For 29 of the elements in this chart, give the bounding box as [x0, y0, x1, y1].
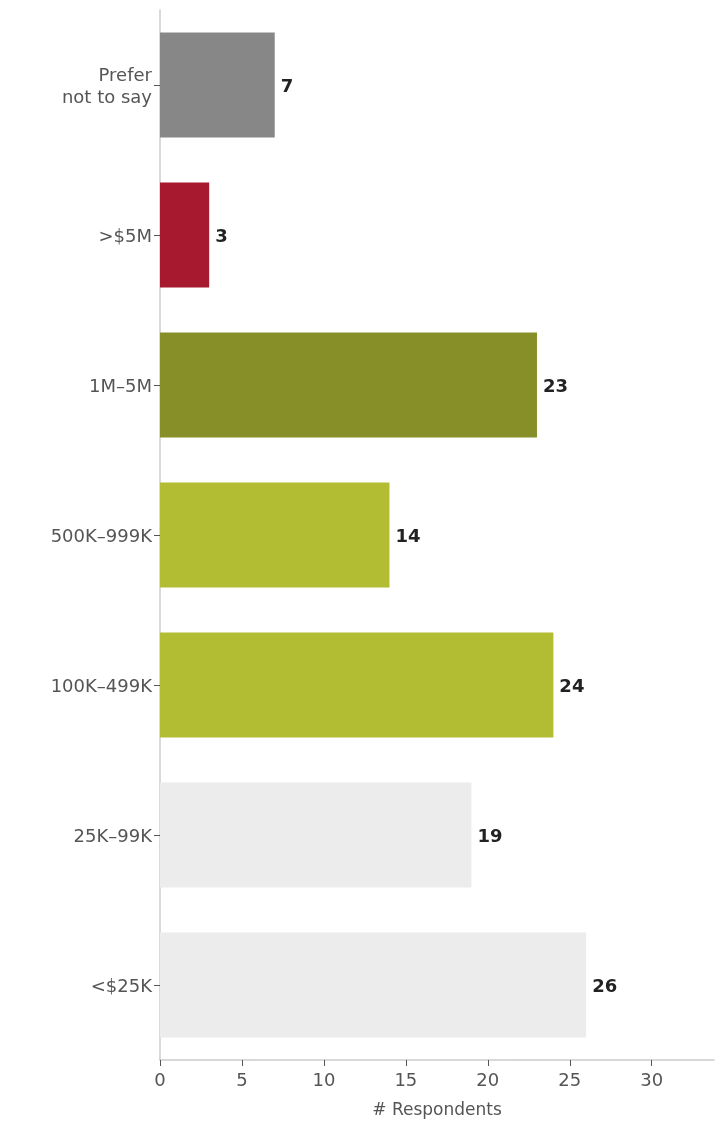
x-tick-label: 0: [154, 1068, 166, 1090]
x-axis-title: # Respondents: [372, 1098, 502, 1119]
y-tick-label: 1M–5M: [89, 374, 152, 396]
y-tick-label: 500K–999K: [50, 524, 154, 546]
data-label: 19: [477, 824, 503, 846]
data-label: 14: [395, 524, 421, 546]
x-tick-label: 25: [558, 1068, 582, 1090]
bar: [160, 182, 210, 288]
y-tick-label: Prefer not to say: [61, 63, 153, 107]
data-label: 3: [215, 224, 228, 246]
y-tick-label: >$5M: [98, 224, 152, 246]
x-tick-label: 30: [640, 1068, 664, 1090]
x-tick-label: 20: [476, 1068, 500, 1090]
data-label: 7: [280, 74, 294, 96]
x-tick-label: 15: [394, 1068, 418, 1090]
y-tick-label: <$25K: [90, 974, 154, 996]
bar: [160, 782, 472, 888]
bar: [160, 632, 554, 738]
bar: [160, 32, 275, 138]
bar: [160, 332, 537, 438]
x-tick-label: 5: [236, 1068, 248, 1090]
x-tick-label: 10: [312, 1068, 336, 1090]
bar: [160, 482, 390, 588]
data-label: 23: [542, 374, 569, 396]
y-tick-label: 25K–99K: [73, 824, 154, 846]
y-tick-label: 100K–499K: [50, 674, 154, 696]
data-label: 24: [559, 674, 585, 696]
bar: [160, 932, 587, 1038]
data-label: 26: [592, 974, 618, 996]
